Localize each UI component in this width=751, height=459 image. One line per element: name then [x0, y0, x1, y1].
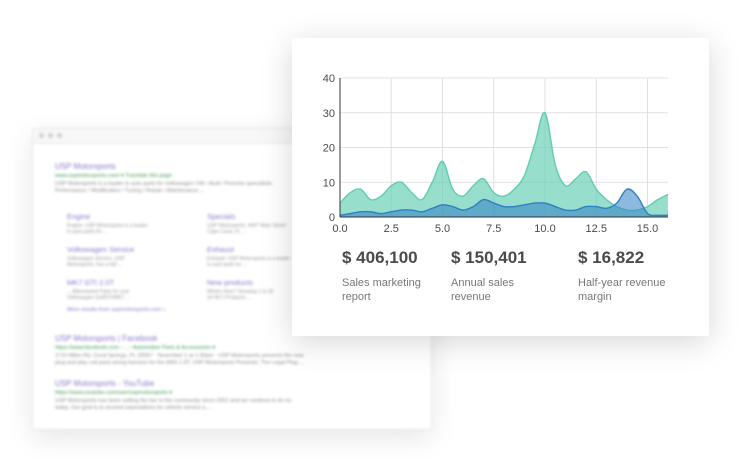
- x-axis-ticks: 0.0 2.5 5.0 7.5 10.0 12.5 15.0: [332, 223, 658, 235]
- stat-label: Sales marketing report: [342, 276, 452, 304]
- result-snippet: Performance / Modification / Tuning / Re…: [55, 188, 205, 194]
- area-chart: 0 10 20 30 40 0.0 2.5 5.0 7.5 10.0 12.5 15.0: [323, 73, 669, 235]
- sitelink-snippet: Cape Coral, FL ...: [207, 229, 247, 235]
- stat-label-line: revenue: [451, 291, 491, 303]
- stat-label-line: margin: [578, 291, 612, 303]
- result-snippet: today. Our goal is to exceed expectation…: [55, 405, 212, 411]
- result-url: www.uspmotorsports.com/ ▾ Translate this…: [55, 173, 172, 179]
- sitelink-title[interactable]: Specials: [207, 212, 236, 221]
- x-tick-label: 5.0: [435, 223, 450, 235]
- more-results-link[interactable]: More results from uspmotorsports.com »: [67, 307, 166, 313]
- stat-label-line: Sales marketing: [342, 277, 421, 289]
- chart-frame: [339, 78, 668, 218]
- y-tick-label: 40: [323, 73, 335, 85]
- result-snippet: plug and play coil pack wiring harness f…: [55, 360, 304, 366]
- sitelink-snippet: What's New? Showing 1 to 20: [207, 289, 274, 295]
- sitelink-snippet: ... Aftermarket Parts for your: [67, 289, 130, 295]
- window-dot-icon: [39, 133, 44, 138]
- series-area: [340, 188, 668, 217]
- sitelink-snippet: (of 467) Products ...: [207, 295, 251, 301]
- stat-label-line: report: [342, 291, 371, 303]
- x-tick-label: 15.0: [637, 223, 658, 235]
- result-url: https://www.facebook.com › ... › Automot…: [55, 345, 216, 351]
- sitelink-title[interactable]: MK7 GTI 2.0T: [67, 278, 115, 287]
- y-tick-label: 20: [323, 143, 335, 155]
- window-dot-icon: [48, 133, 53, 138]
- x-tick-label: 7.5: [486, 223, 501, 235]
- stat-value: $ 406,100: [342, 248, 418, 267]
- series-area: [340, 112, 668, 217]
- sitelink-snippet: in auto parts for ...: [207, 262, 248, 268]
- sitelink-snippet: Volkswagen Service. USP: [67, 256, 125, 262]
- sitelink-title[interactable]: Exhaust: [207, 245, 235, 254]
- y-axis-ticks: 0 10 20 30 40: [323, 73, 335, 224]
- x-tick-label: 2.5: [384, 223, 399, 235]
- result-title[interactable]: USP Motorsports | Facebook: [55, 334, 158, 343]
- x-tick-label: 12.5: [586, 223, 607, 235]
- sitelink-snippet: USP Motorsports, 4407 Main Street: [207, 223, 286, 229]
- stat-label: Annual sales revenue: [451, 276, 561, 304]
- y-tick-label: 10: [323, 177, 335, 189]
- sitelink-snippet: Motorsports, has a full ...: [67, 262, 122, 268]
- series-line: [339, 188, 669, 217]
- sitelink-snippet: Volkswagen GolfGTI/MK7 ...: [67, 295, 130, 301]
- x-tick-label: 0.0: [332, 223, 347, 235]
- sitelink-title[interactable]: Volkswagen Service: [67, 245, 135, 254]
- sitelink-title[interactable]: New products: [207, 278, 253, 287]
- x-tick-label: 10.0: [534, 223, 555, 235]
- result-url: https://www.youtube.com/user/uspmotorspo…: [55, 390, 173, 396]
- sitelink-snippet: in auto parts for ...: [67, 229, 108, 235]
- result-snippet: 1710 Miles Rd, Coral Springs, FL 33067 ·…: [55, 353, 304, 359]
- sitelink-title[interactable]: Engine: [67, 212, 91, 221]
- result-snippet: USP Motorsports has been setting the bar…: [55, 398, 292, 404]
- chart-areas: [339, 111, 669, 217]
- y-tick-label: 0: [329, 212, 335, 224]
- stat-label-line: Half-year revenue: [578, 277, 666, 289]
- window-dot-icon: [57, 133, 62, 138]
- result-title[interactable]: USP Motorsports: [55, 162, 116, 171]
- stat-label-line: Annual sales: [451, 277, 514, 289]
- sitelink-snippet: Engine. USP Motorsports is a leader: [67, 223, 148, 229]
- sitelink-snippet: Exhaust. USP Motorsports is a leader: [207, 256, 291, 262]
- revenue-chart-card: 0 10 20 30 40 0.0 2.5 5.0 7.5 10.0 12.5 15.0 $ 406…: [292, 38, 709, 336]
- result-snippet: USP Motorsports is a leader in auto part…: [55, 181, 274, 187]
- stat-value: $ 150,401: [451, 248, 527, 267]
- stat-value: $ 16,822: [578, 248, 645, 267]
- result-title[interactable]: USP Motorsports - YouTube: [55, 379, 155, 388]
- stat-label: Half-year revenue margin: [578, 276, 688, 304]
- y-tick-label: 30: [323, 108, 335, 120]
